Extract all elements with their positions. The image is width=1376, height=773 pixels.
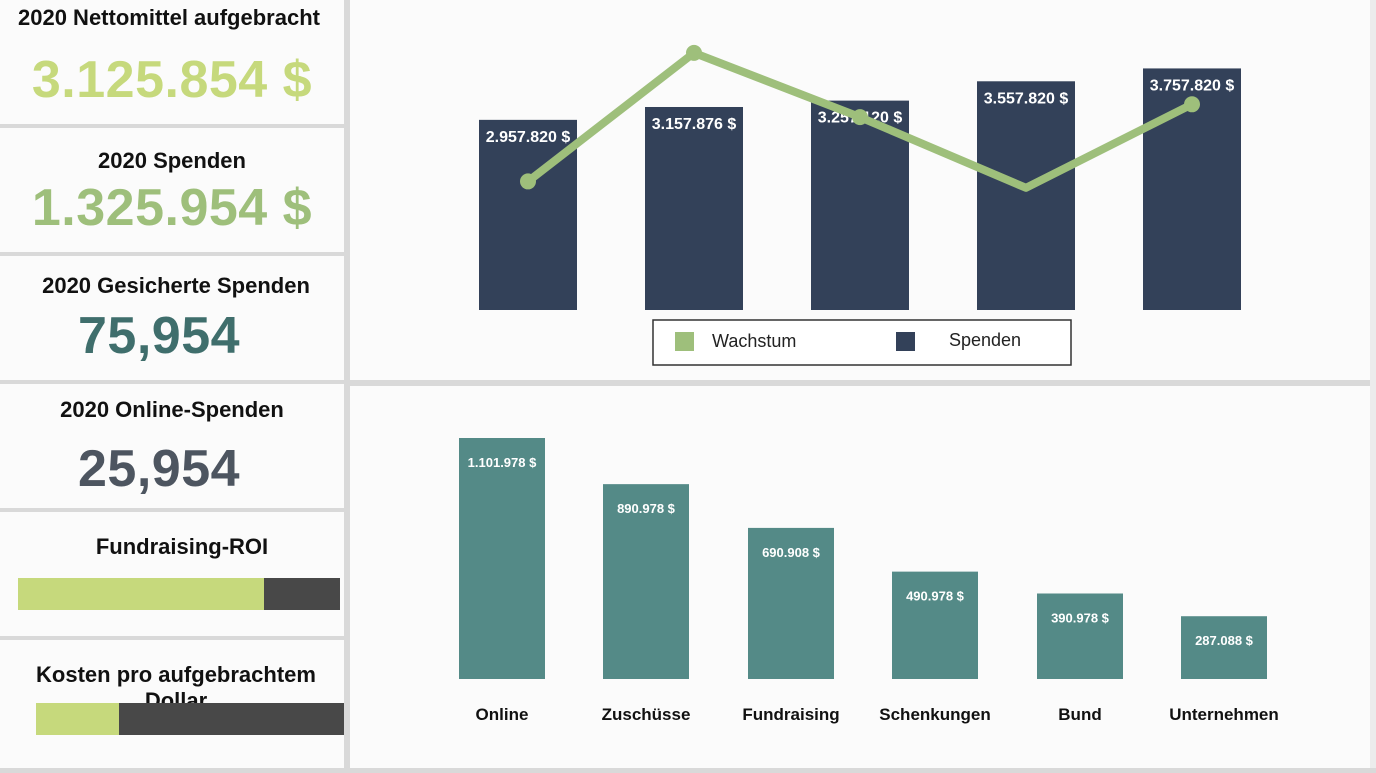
line-point bbox=[1184, 96, 1200, 113]
x-tick-label: Fundraising bbox=[742, 705, 839, 724]
kpi-roi: Fundraising-ROI bbox=[0, 512, 344, 636]
x-tick-label: Unternehmen bbox=[1169, 705, 1279, 724]
roi-progress-bar bbox=[18, 578, 340, 610]
bar bbox=[459, 438, 545, 679]
kpi-value: 1.325.954 $ bbox=[31, 179, 313, 237]
line-point bbox=[520, 173, 536, 190]
legend-swatch-spenden bbox=[896, 332, 915, 351]
legend-label: Spenden bbox=[949, 330, 1021, 350]
kpi-net-funds: 2020 Nettomittel aufgebracht 3.125.854 $ bbox=[0, 0, 344, 124]
x-tick-label: Zuschüsse bbox=[602, 705, 691, 724]
bar bbox=[748, 527, 834, 679]
kpi-title: 2020 Online-Spenden bbox=[60, 397, 284, 422]
kpi-online: 2020 Online-Spenden 25,954 bbox=[0, 384, 344, 508]
chart-panel-top: 2.957.820 $3.157.876 $3.257.120 $3.557.8… bbox=[350, 0, 1370, 380]
kpi-value: 75,954 bbox=[78, 307, 241, 365]
data-label: 287.088 $ bbox=[1195, 633, 1254, 648]
scrollbar[interactable] bbox=[1370, 0, 1376, 768]
bar-line-chart: 2.957.820 $3.157.876 $3.257.120 $3.557.8… bbox=[479, 44, 1241, 366]
line-point bbox=[852, 109, 868, 126]
data-label: 690.908 $ bbox=[762, 545, 821, 560]
bar bbox=[977, 81, 1075, 311]
data-label: 490.978 $ bbox=[906, 589, 965, 604]
legend: Wachstum Spenden bbox=[652, 319, 1072, 366]
bar bbox=[811, 100, 909, 311]
data-label: 2.957.820 $ bbox=[486, 129, 571, 146]
data-label: 3.757.820 $ bbox=[1150, 77, 1235, 94]
data-label: 890.978 $ bbox=[617, 501, 676, 516]
kpi-title: 2020 Nettomittel aufgebracht bbox=[18, 5, 320, 30]
kpi-title: Fundraising-ROI bbox=[95, 534, 269, 559]
x-tick-label: Online bbox=[476, 705, 529, 724]
kpi-value: 3.125.854 $ bbox=[31, 51, 313, 109]
kpi-secured: 2020 Gesicherte Spenden 75,954 bbox=[0, 256, 344, 380]
bar bbox=[1181, 616, 1267, 679]
bar bbox=[603, 484, 689, 679]
bar-chart: 1.101.978 $ Online 890.978 $ Zuschüsse 690.9… bbox=[459, 438, 1279, 724]
legend-swatch-wachstum bbox=[675, 332, 694, 351]
data-label: 390.978 $ bbox=[1051, 610, 1110, 625]
cost-progress-bar bbox=[36, 703, 344, 735]
x-tick-label: Schenkungen bbox=[879, 705, 990, 724]
kpi-title: Kosten pro aufgebrachtem Dollar bbox=[36, 662, 316, 713]
bar bbox=[1037, 593, 1123, 679]
x-tick-label: Bund bbox=[1058, 705, 1101, 724]
roi-progress-fill bbox=[18, 578, 265, 610]
kpi-donations: 2020 Spenden 1.325.954 $ bbox=[0, 128, 344, 252]
legend-label: Wachstum bbox=[712, 331, 796, 351]
kpi-value: 25,954 bbox=[78, 440, 241, 498]
legend-box bbox=[652, 319, 1072, 366]
kpi-title: 2020 Gesicherte Spenden bbox=[42, 273, 310, 298]
bar bbox=[479, 119, 577, 310]
chart-panel-bottom: 1.101.978 $ Online 890.978 $ Zuschüsse 690.9… bbox=[350, 386, 1370, 768]
kpi-title: 2020 Spenden bbox=[98, 148, 246, 173]
bar bbox=[645, 106, 743, 310]
line-point bbox=[686, 44, 702, 61]
data-label: 3.157.876 $ bbox=[652, 116, 737, 133]
data-label: 3.557.820 $ bbox=[984, 90, 1069, 107]
bar bbox=[892, 571, 978, 679]
kpi-cost-per-dollar: Kosten pro aufgebrachtem Dollar bbox=[0, 640, 344, 768]
cost-progress-fill bbox=[36, 703, 120, 735]
data-label: 1.101.978 $ bbox=[468, 455, 537, 470]
